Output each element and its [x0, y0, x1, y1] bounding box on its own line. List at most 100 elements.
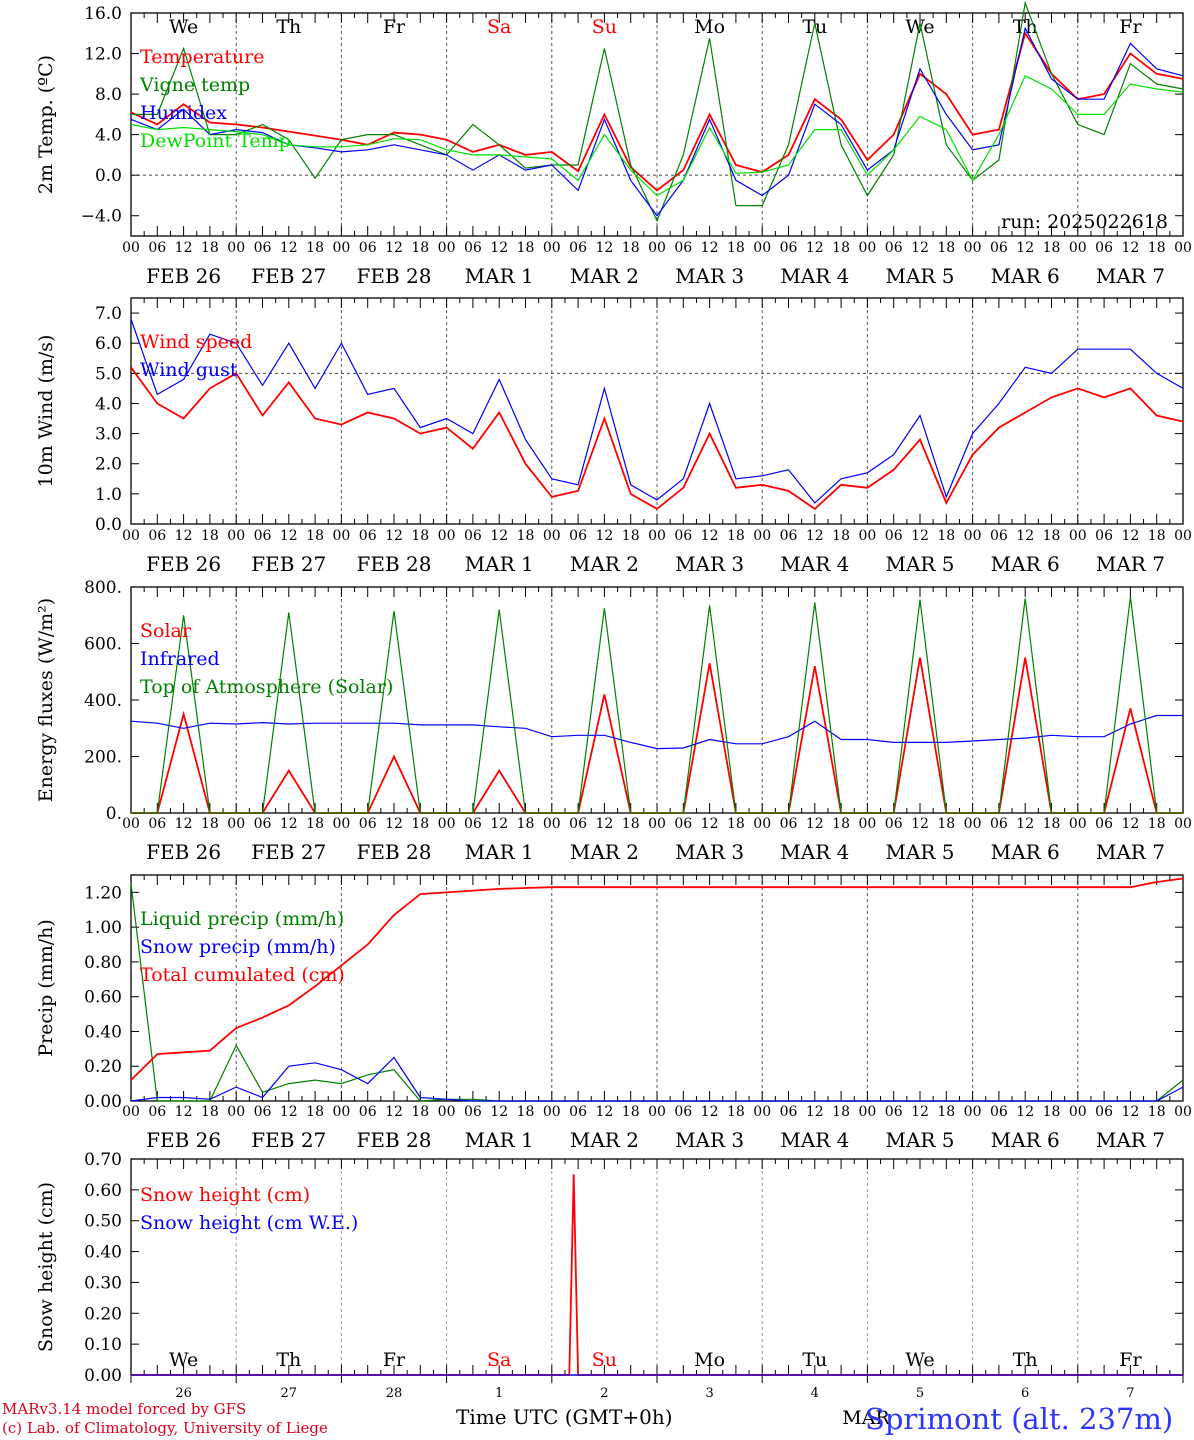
- hour-tick-label: 18: [1148, 1104, 1166, 1120]
- y-tick-label: 0.30: [84, 1273, 122, 1293]
- day-number-label: 26: [175, 1386, 192, 1401]
- weekday-label: Su: [592, 1349, 617, 1371]
- series-line-2: [130, 1056, 1184, 1102]
- date-label: MAR 7: [1096, 840, 1165, 864]
- hour-tick-label: 00: [438, 1104, 456, 1120]
- date-label: MAR 4: [780, 840, 849, 864]
- date-label: MAR 5: [885, 840, 954, 864]
- legend-entry: DewPoint Temp: [140, 130, 291, 152]
- hour-tick-label: 00: [964, 240, 982, 256]
- hour-tick-label: 18: [411, 240, 429, 256]
- legend-entry: Infrared: [140, 648, 220, 670]
- y-tick-label: 16.0: [84, 4, 122, 24]
- hour-tick-label: 18: [832, 1104, 850, 1120]
- y-tick-label: 7.0: [95, 304, 122, 324]
- legend-entry: Solar: [140, 620, 192, 642]
- weekday-label: Mo: [694, 16, 725, 38]
- hour-tick-label: 00: [543, 528, 561, 544]
- y-tick-label: 12.0: [84, 45, 122, 65]
- hour-tick-label: 06: [359, 240, 377, 256]
- y-axis-label: Precip (mm/h): [35, 919, 57, 1057]
- hour-tick-label: 12: [701, 528, 719, 544]
- hour-tick-label: 06: [569, 240, 587, 256]
- y-tick-label: 0.70: [84, 1150, 122, 1170]
- hour-tick-label: 18: [517, 816, 535, 832]
- hour-tick-label: 18: [1148, 816, 1166, 832]
- weekday-label: Fr: [383, 16, 406, 38]
- hour-tick-label: 12: [701, 1104, 719, 1120]
- hour-tick-label: 18: [832, 816, 850, 832]
- hour-tick-label: 12: [175, 816, 193, 832]
- hour-tick-label: 06: [464, 528, 482, 544]
- hour-tick-label: 18: [622, 528, 640, 544]
- hour-tick-label: 00: [332, 240, 350, 256]
- weekday-label: Fr: [1119, 1349, 1142, 1371]
- hour-tick-label: 00: [858, 528, 876, 544]
- hour-tick-label: 12: [1121, 528, 1139, 544]
- y-tick-label: 5.0: [95, 364, 122, 384]
- hour-tick-label: 00: [122, 240, 140, 256]
- hour-tick-label: 12: [1016, 528, 1034, 544]
- hour-tick-label: 00: [438, 528, 456, 544]
- hour-tick-label: 18: [727, 528, 745, 544]
- date-label: MAR 7: [1096, 1128, 1165, 1152]
- hour-tick-label: 12: [806, 528, 824, 544]
- hour-tick-label: 06: [780, 240, 798, 256]
- hour-tick-label: 18: [201, 528, 219, 544]
- y-tick-label: 0.0: [95, 166, 122, 186]
- hour-tick-label: 00: [543, 240, 561, 256]
- hour-tick-label: 12: [911, 816, 929, 832]
- y-tick-label: 0.10: [84, 1335, 122, 1355]
- hour-tick-label: 18: [201, 1104, 219, 1120]
- hour-tick-label: 06: [990, 528, 1008, 544]
- hour-tick-label: 18: [1148, 528, 1166, 544]
- date-label: FEB 27: [251, 1128, 326, 1152]
- y-tick-label: 0.50: [84, 1212, 122, 1232]
- date-label: MAR 3: [675, 840, 744, 864]
- hour-tick-label: 18: [1043, 240, 1061, 256]
- legend-entry: Snow precip (mm/h): [140, 936, 336, 958]
- legend-entry: Wind speed: [140, 331, 252, 353]
- hour-tick-label: 00: [964, 1104, 982, 1120]
- hour-tick-label: 18: [306, 528, 324, 544]
- hour-tick-label: 18: [622, 1104, 640, 1120]
- hour-tick-label: 06: [148, 240, 166, 256]
- hour-tick-label: 18: [201, 240, 219, 256]
- weekday-label: Mo: [694, 1349, 725, 1371]
- series-line-3: [130, 26, 1184, 217]
- time-axis-label: Time UTC (GMT+0h): [456, 1405, 673, 1429]
- hour-tick-label: 18: [411, 1104, 429, 1120]
- hour-tick-label: 12: [175, 1104, 193, 1120]
- y-tick-label: 0.20: [84, 1304, 122, 1324]
- y-tick-label: 200.: [84, 748, 122, 768]
- hour-tick-label: 00: [648, 1104, 666, 1120]
- chart-panel-2: 0.0 1.0 2.0 3.0 4.0 5.0 6.0 7.0 10m Wind (m/s) 00…: [35, 297, 1192, 576]
- hour-tick-label: 12: [911, 528, 929, 544]
- chart-panel-1: −4.0 0.0 4.0 8.0 12.0 16.0 2m Temp. (ºC) 00 06 12…: [35, 0, 1192, 288]
- hour-tick-label: 18: [622, 240, 640, 256]
- hour-tick-label: 18: [306, 816, 324, 832]
- site-label: Sprimont (alt. 237m): [865, 1402, 1174, 1436]
- hour-tick-label: 12: [806, 1104, 824, 1120]
- y-tick-label: 1.20: [84, 883, 122, 903]
- hour-tick-label: 12: [280, 240, 298, 256]
- hour-tick-label: 12: [490, 816, 508, 832]
- y-axis-label: 2m Temp. (ºC): [35, 55, 57, 194]
- hour-tick-label: 00: [858, 816, 876, 832]
- y-tick-label: 0.40: [84, 1243, 122, 1263]
- date-label: MAR 2: [570, 1128, 639, 1152]
- hour-tick-label: 00: [648, 528, 666, 544]
- hour-tick-label: 00: [1174, 1104, 1192, 1120]
- hour-tick-label: 12: [1016, 816, 1034, 832]
- series-line-4: [130, 74, 1184, 197]
- hour-tick-label: 12: [595, 816, 613, 832]
- y-axis-label: 10m Wind (m/s): [35, 335, 57, 488]
- hour-tick-label: 06: [780, 816, 798, 832]
- weekday-label: Sa: [487, 1349, 511, 1371]
- hour-tick-label: 00: [1174, 528, 1192, 544]
- hour-tick-label: 00: [1174, 240, 1192, 256]
- hour-tick-label: 00: [753, 528, 771, 544]
- hour-tick-label: 12: [806, 240, 824, 256]
- day-number-label: 4: [811, 1386, 819, 1401]
- hour-tick-label: 00: [964, 528, 982, 544]
